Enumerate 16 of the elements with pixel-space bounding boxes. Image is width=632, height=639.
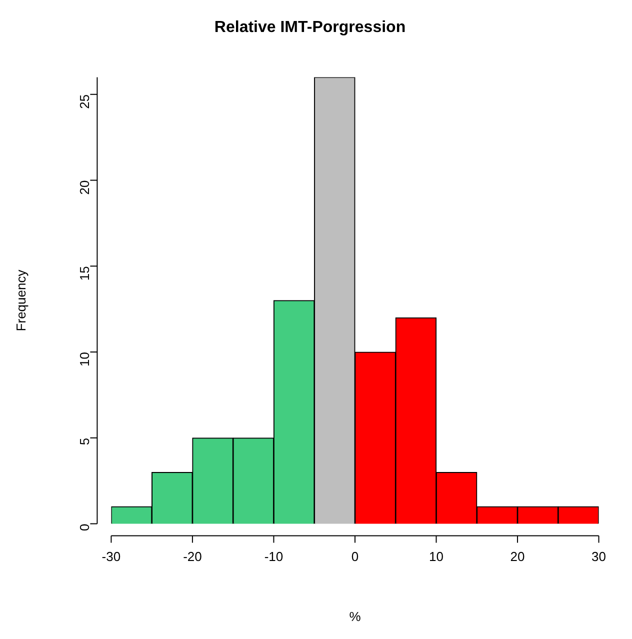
x-tick-label: 10 — [429, 549, 444, 564]
x-tick-label: 0 — [351, 549, 359, 564]
y-tick-label: 25 — [76, 94, 92, 109]
y-tick-label: 10 — [76, 352, 92, 366]
x-axis-title: % — [349, 608, 362, 624]
y-tick-label: 5 — [76, 438, 92, 446]
y-axis-title: Frequency — [13, 269, 28, 332]
y-tick-label: 0 — [76, 524, 92, 532]
y-tick-label: 15 — [76, 266, 92, 281]
x-tick-label: -10 — [264, 549, 284, 564]
y-tick-label: 20 — [76, 180, 92, 195]
x-tick-label: -20 — [183, 549, 202, 564]
x-tick-label: 20 — [510, 549, 525, 564]
x-tick-label: -30 — [102, 549, 121, 564]
x-tick-label: 30 — [592, 549, 606, 564]
chart-title: Relative IMT-Porgression — [214, 19, 406, 36]
